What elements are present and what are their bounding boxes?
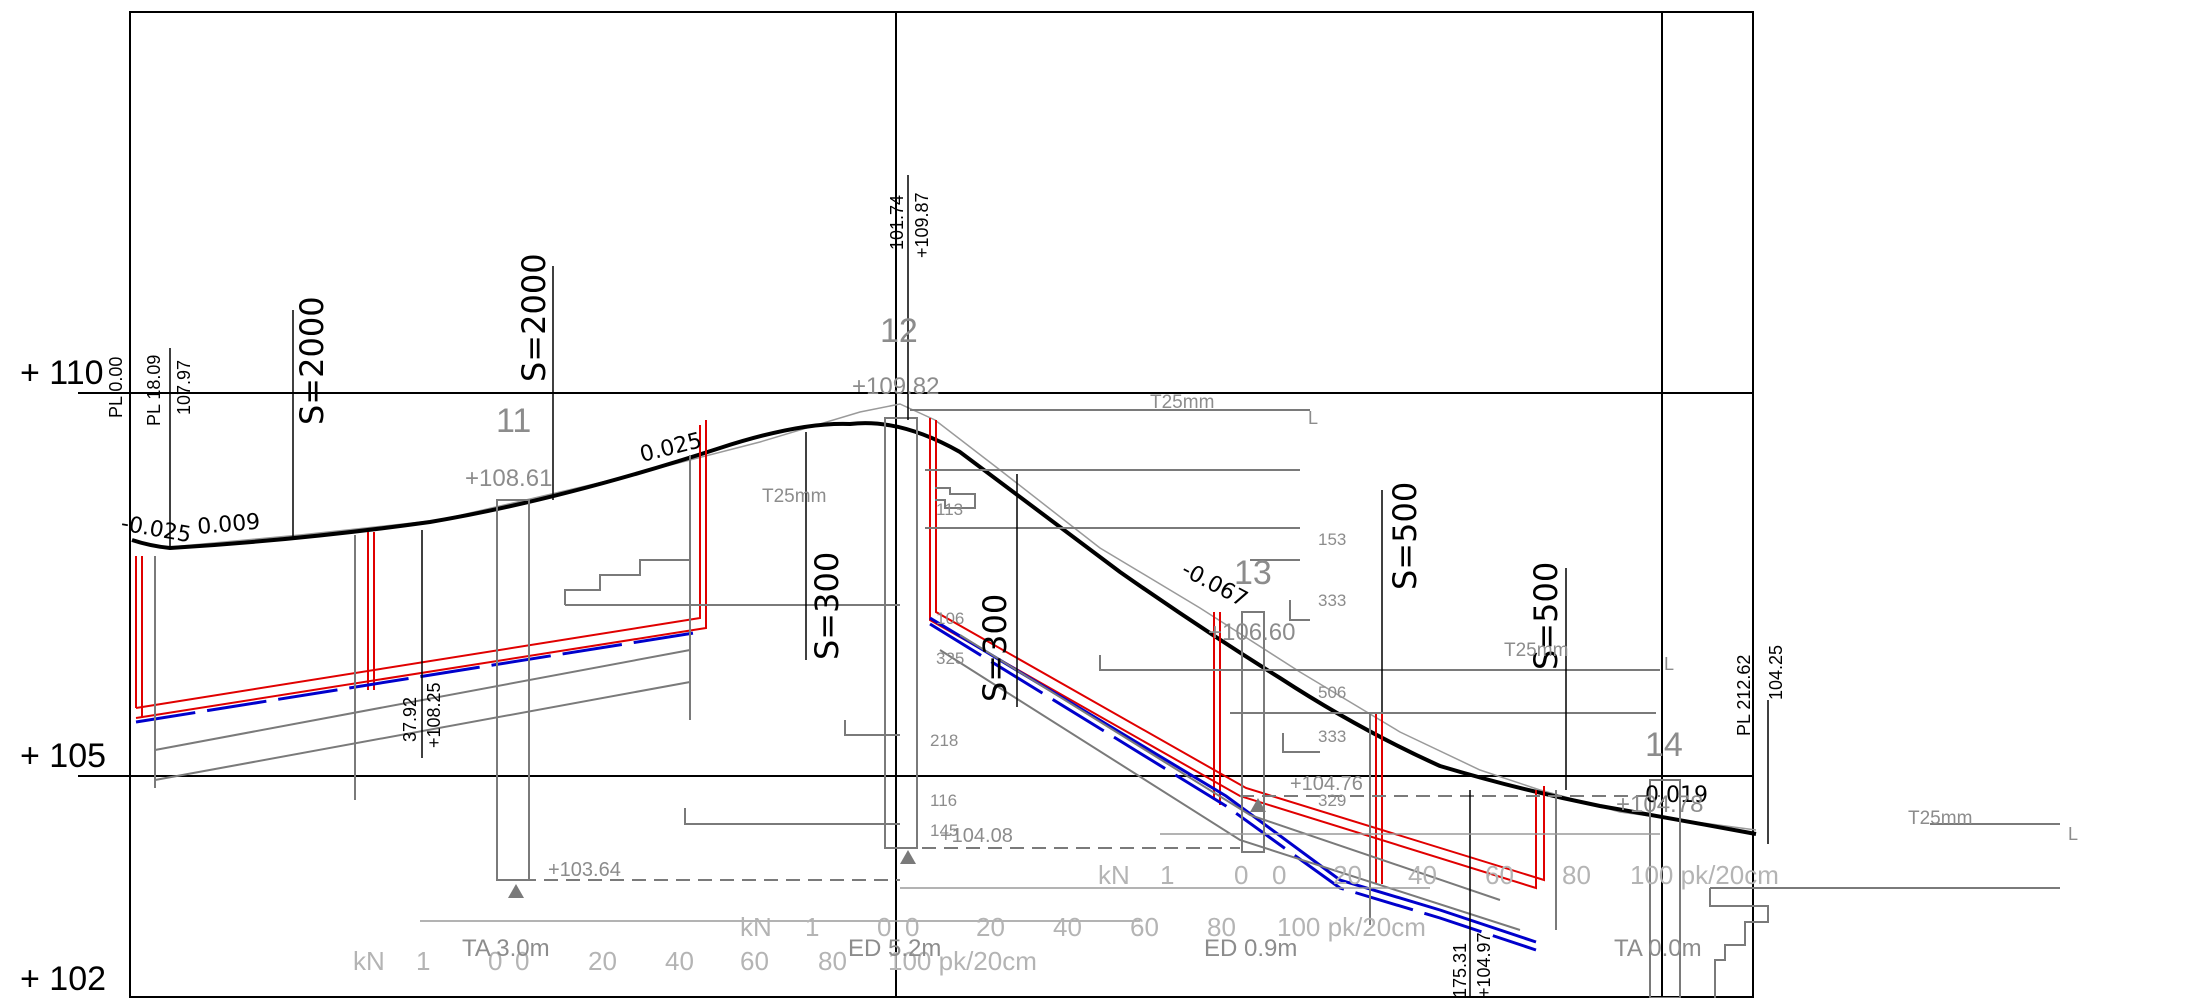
scale-label: 40 [1053,912,1082,942]
pipe-size-label: T25mm [1504,640,1568,661]
scale-label: 80 [1562,860,1591,890]
l-marker: L [1308,408,1318,428]
load-value: 506 [1318,683,1346,702]
scale-label: 60 [740,946,769,976]
station-label: 107.97 [174,360,194,415]
station-label: 104.25 [1766,645,1786,700]
load-value: 145 [930,821,958,840]
scale-label: 80 [818,946,847,976]
sounding-label: TA 3.0m [462,935,550,962]
station-label: 101.74 [887,195,907,250]
scale-label: 20 [976,912,1005,942]
grade-label: 0.019 [1645,783,1708,808]
scale-label: 0 [1234,860,1248,890]
grey-structure-lines [154,409,2060,998]
design-profile-line [131,421,1757,836]
scale-label: 100 pk/20cm [888,946,1037,976]
level-label: +108.25 [424,682,444,748]
scale-label: 40 [1408,860,1437,890]
marker-lines [169,175,1769,998]
load-value: 333 [1318,591,1346,610]
level-label: +103.64 [548,859,621,881]
station-label: PL 212.62 [1734,655,1754,736]
curve-radius-label: S=300 [808,552,846,660]
level-label: +109.82 [852,373,939,400]
section-number-14: 14 [1645,726,1683,764]
scale-label: 0 [877,912,891,942]
scale-label: kN [353,946,385,976]
sounding-label: TA 0.0m [1614,935,1702,962]
scale-label: 1 [1160,860,1174,890]
load-value: 333 [1318,727,1346,746]
curve-radius-label: S=500 [1386,482,1424,590]
load-value: 218 [930,731,958,750]
load-value: 153 [1318,530,1346,549]
load-value: 116 [930,791,957,810]
pipe-size-label: T25mm [762,486,826,507]
section-number-12: 12 [880,312,918,350]
grade-label: 0.009 [196,510,261,540]
level-label: +106.60 [1208,619,1295,646]
level-label: +109.87 [912,192,932,258]
load-value: 325 [936,649,964,668]
level-label: +104.08 [940,825,1013,847]
scale-label: 0 [515,946,529,976]
station-label: 37.92 [400,697,420,742]
scale-label: kN [1098,860,1130,890]
scale-label: 20 [1333,860,1362,890]
scale-label: 100 pk/20cm [1277,912,1426,942]
section-number-13: 13 [1234,554,1272,592]
scale-bars [420,833,1660,922]
scale-label: 20 [588,946,617,976]
scale-label: kN [740,912,772,942]
elevation-label-105: + 105 [20,737,106,775]
scale-label: 40 [665,946,694,976]
level-marker-triangle [900,850,916,864]
station-label: PL 18.09 [144,355,164,426]
level-label: +108.61 [465,465,552,492]
sounding-label: ED 0.9m [1204,935,1297,962]
scale-label: 0 [488,946,502,976]
level-label: +104.76 [1290,773,1363,795]
load-value: 329 [1318,791,1346,810]
scale-label: 0 [905,912,919,942]
reference-dashed-lines [500,795,1660,881]
scale-label: 80 [1207,912,1236,942]
elevation-label-102: + 102 [20,960,106,998]
l-marker: L [2068,824,2078,844]
scale-label: 60 [1485,860,1514,890]
level-marker-triangle [508,884,524,898]
grid-frame [78,11,1754,998]
level-label: +104.97 [1474,932,1494,998]
level-label: +104.78 [1616,791,1703,818]
scale-label: 0 [1272,860,1286,890]
pipe-size-label: T25mm [1908,808,1972,829]
l-marker: L [1664,654,1674,674]
curve-radius-label: S=2000 [293,296,331,425]
curve-radius-label: S=500 [1527,562,1565,670]
load-value: 113 [936,500,963,519]
sounding-label: ED 5.2m [848,935,941,962]
station-label: 175.31 [1450,943,1470,998]
scale-label: 1 [805,912,819,942]
curve-radius-label: S=2000 [515,253,553,382]
elevation-label-110: + 110 [20,354,104,392]
load-value: 106 [936,609,964,628]
section-number-11: 11 [496,402,531,440]
scale-label: 1 [416,946,430,976]
scale-label: 100 pk/20cm [1630,860,1779,890]
scale-label: 60 [1130,912,1159,942]
pipe-size-label: T25mm [1150,392,1214,413]
curve-radius-label: S=300 [976,594,1014,702]
station-label: PL 0.00 [106,357,126,418]
level-marker-triangle [1250,798,1266,812]
